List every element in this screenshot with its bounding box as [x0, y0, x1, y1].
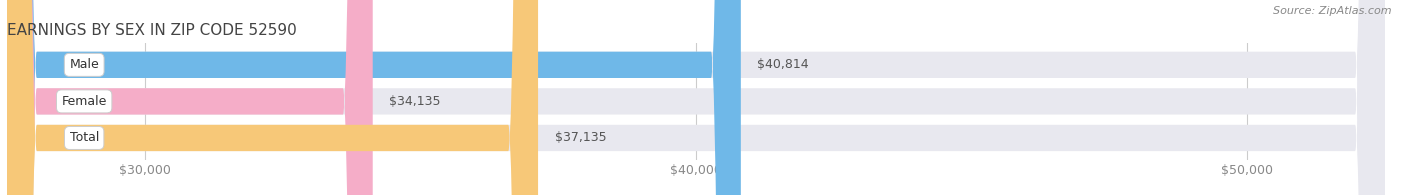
Text: EARNINGS BY SEX IN ZIP CODE 52590: EARNINGS BY SEX IN ZIP CODE 52590	[7, 23, 297, 38]
FancyBboxPatch shape	[7, 0, 1385, 195]
FancyBboxPatch shape	[7, 0, 1385, 195]
Text: Female: Female	[62, 95, 107, 108]
Text: $34,135: $34,135	[389, 95, 440, 108]
FancyBboxPatch shape	[7, 0, 741, 195]
FancyBboxPatch shape	[7, 0, 1385, 195]
Text: Source: ZipAtlas.com: Source: ZipAtlas.com	[1274, 6, 1392, 16]
Text: $40,814: $40,814	[758, 58, 808, 71]
FancyBboxPatch shape	[7, 0, 538, 195]
Text: Total: Total	[69, 131, 98, 144]
FancyBboxPatch shape	[7, 0, 373, 195]
Text: Male: Male	[69, 58, 98, 71]
Text: $37,135: $37,135	[554, 131, 606, 144]
